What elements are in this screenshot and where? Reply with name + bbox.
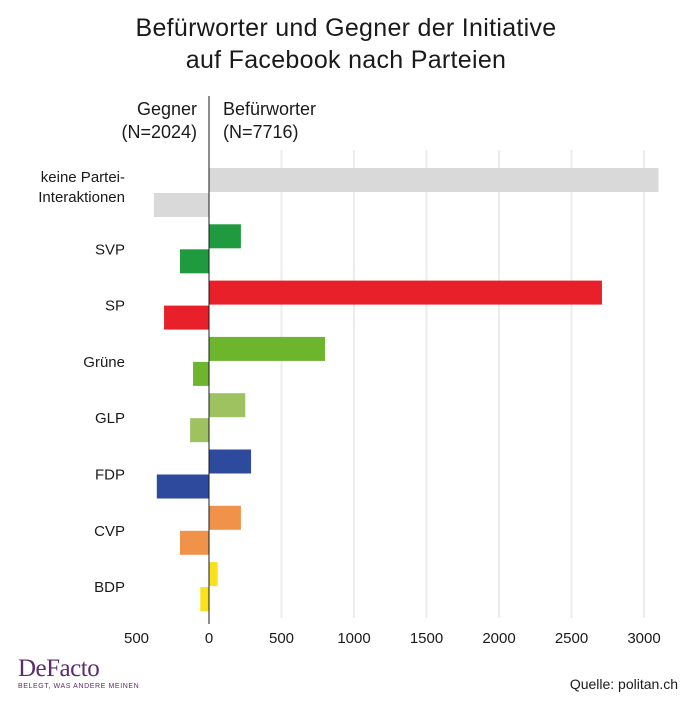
bar-befuerworter-0 xyxy=(209,168,659,192)
bar-befuerworter-6 xyxy=(209,505,241,530)
source-note: Quelle: politan.ch xyxy=(569,676,678,692)
category-label-6: CVP xyxy=(94,523,125,540)
bar-gegner-5 xyxy=(156,474,209,499)
bar-befuerworter-5 xyxy=(209,449,252,474)
logo-wordmark: DeFacto xyxy=(18,655,100,682)
title-line-1: Befürworter und Gegner der Initiative xyxy=(135,14,557,42)
category-label-3: Grüne xyxy=(83,354,125,371)
logo-tagline: BELEGT, WAS ANDERE MEINEN xyxy=(18,683,140,690)
title-line-2: auf Facebook nach Parteien xyxy=(185,46,507,74)
category-label-2: SP xyxy=(105,298,125,315)
bar-befuerworter-4 xyxy=(209,393,246,418)
bar-befuerworter-1 xyxy=(209,224,241,249)
x-tick-label-7: 3000 xyxy=(627,630,660,647)
category-label-4: GLP xyxy=(95,410,125,427)
bar-befuerworter-7 xyxy=(209,562,218,587)
bar-gegner-0 xyxy=(153,193,209,217)
category-label-0-line-0: keine Partei- xyxy=(41,169,125,186)
chart-title: Befürworter und Gegner der Initiative au… xyxy=(0,12,692,76)
bar-gegner-7 xyxy=(200,587,209,612)
bar-gegner-4 xyxy=(190,418,209,443)
category-label-0-line-1: Interaktionen xyxy=(38,189,125,206)
bar-gegner-3 xyxy=(193,361,209,386)
x-tick-label-3: 1000 xyxy=(337,630,370,647)
x-tick-label-1: 0 xyxy=(205,630,213,647)
legend-gegner-label: Gegner xyxy=(137,99,197,119)
legend-befuerworter-n: (N=7716) xyxy=(223,122,299,142)
bar-befuerworter-3 xyxy=(209,336,325,361)
bar-gegner-1 xyxy=(180,249,209,274)
bar-gegner-6 xyxy=(180,530,209,555)
bar-befuerworter-2 xyxy=(209,280,602,305)
category-label-7: BDP xyxy=(94,579,125,596)
x-tick-label-4: 1500 xyxy=(410,630,443,647)
category-label-1: SVP xyxy=(95,241,125,258)
legend-befuerworter-label: Befürworter xyxy=(223,99,316,119)
x-tick-label-2: 500 xyxy=(269,630,294,647)
legend-gegner-n: (N=2024) xyxy=(121,122,197,142)
x-tick-label-0: 500 xyxy=(124,630,149,647)
defacto-logo: DeFacto BELEGT, WAS ANDERE MEINEN xyxy=(18,655,148,691)
category-label-5: FDP xyxy=(95,467,125,484)
bar-gegner-2 xyxy=(164,305,209,330)
x-tick-label-6: 2500 xyxy=(555,630,588,647)
x-tick-label-5: 2000 xyxy=(482,630,515,647)
